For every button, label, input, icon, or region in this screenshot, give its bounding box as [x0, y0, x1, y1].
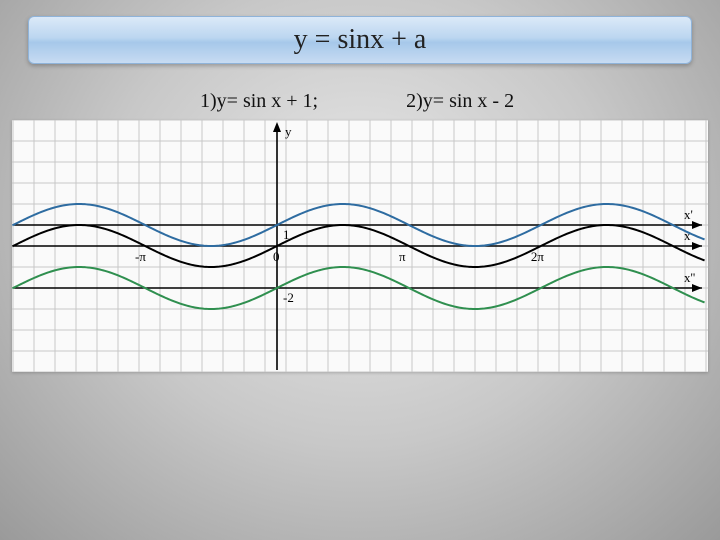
formula-1: 1)y= sin x + 1; [200, 90, 318, 113]
sine-chart: xx'x''y-π0π2π1-2 [12, 120, 708, 372]
svg-text:-π: -π [135, 249, 146, 264]
svg-text:2π: 2π [531, 249, 545, 264]
svg-text:x'': x'' [684, 270, 695, 285]
svg-text:0: 0 [273, 249, 280, 264]
chart-svg: xx'x''y-π0π2π1-2 [12, 120, 708, 372]
title-banner: y = sinx + a [28, 16, 692, 64]
svg-text:π: π [399, 249, 406, 264]
svg-text:x': x' [684, 207, 693, 222]
formula-row: 1)y= sin x + 1; 2)y= sin x - 2 [0, 90, 720, 113]
formula-2: 2)y= sin x - 2 [406, 90, 514, 113]
title-text: y = sinx + a [294, 24, 427, 56]
svg-text:y: y [285, 124, 292, 139]
svg-text:-2: -2 [283, 290, 294, 305]
